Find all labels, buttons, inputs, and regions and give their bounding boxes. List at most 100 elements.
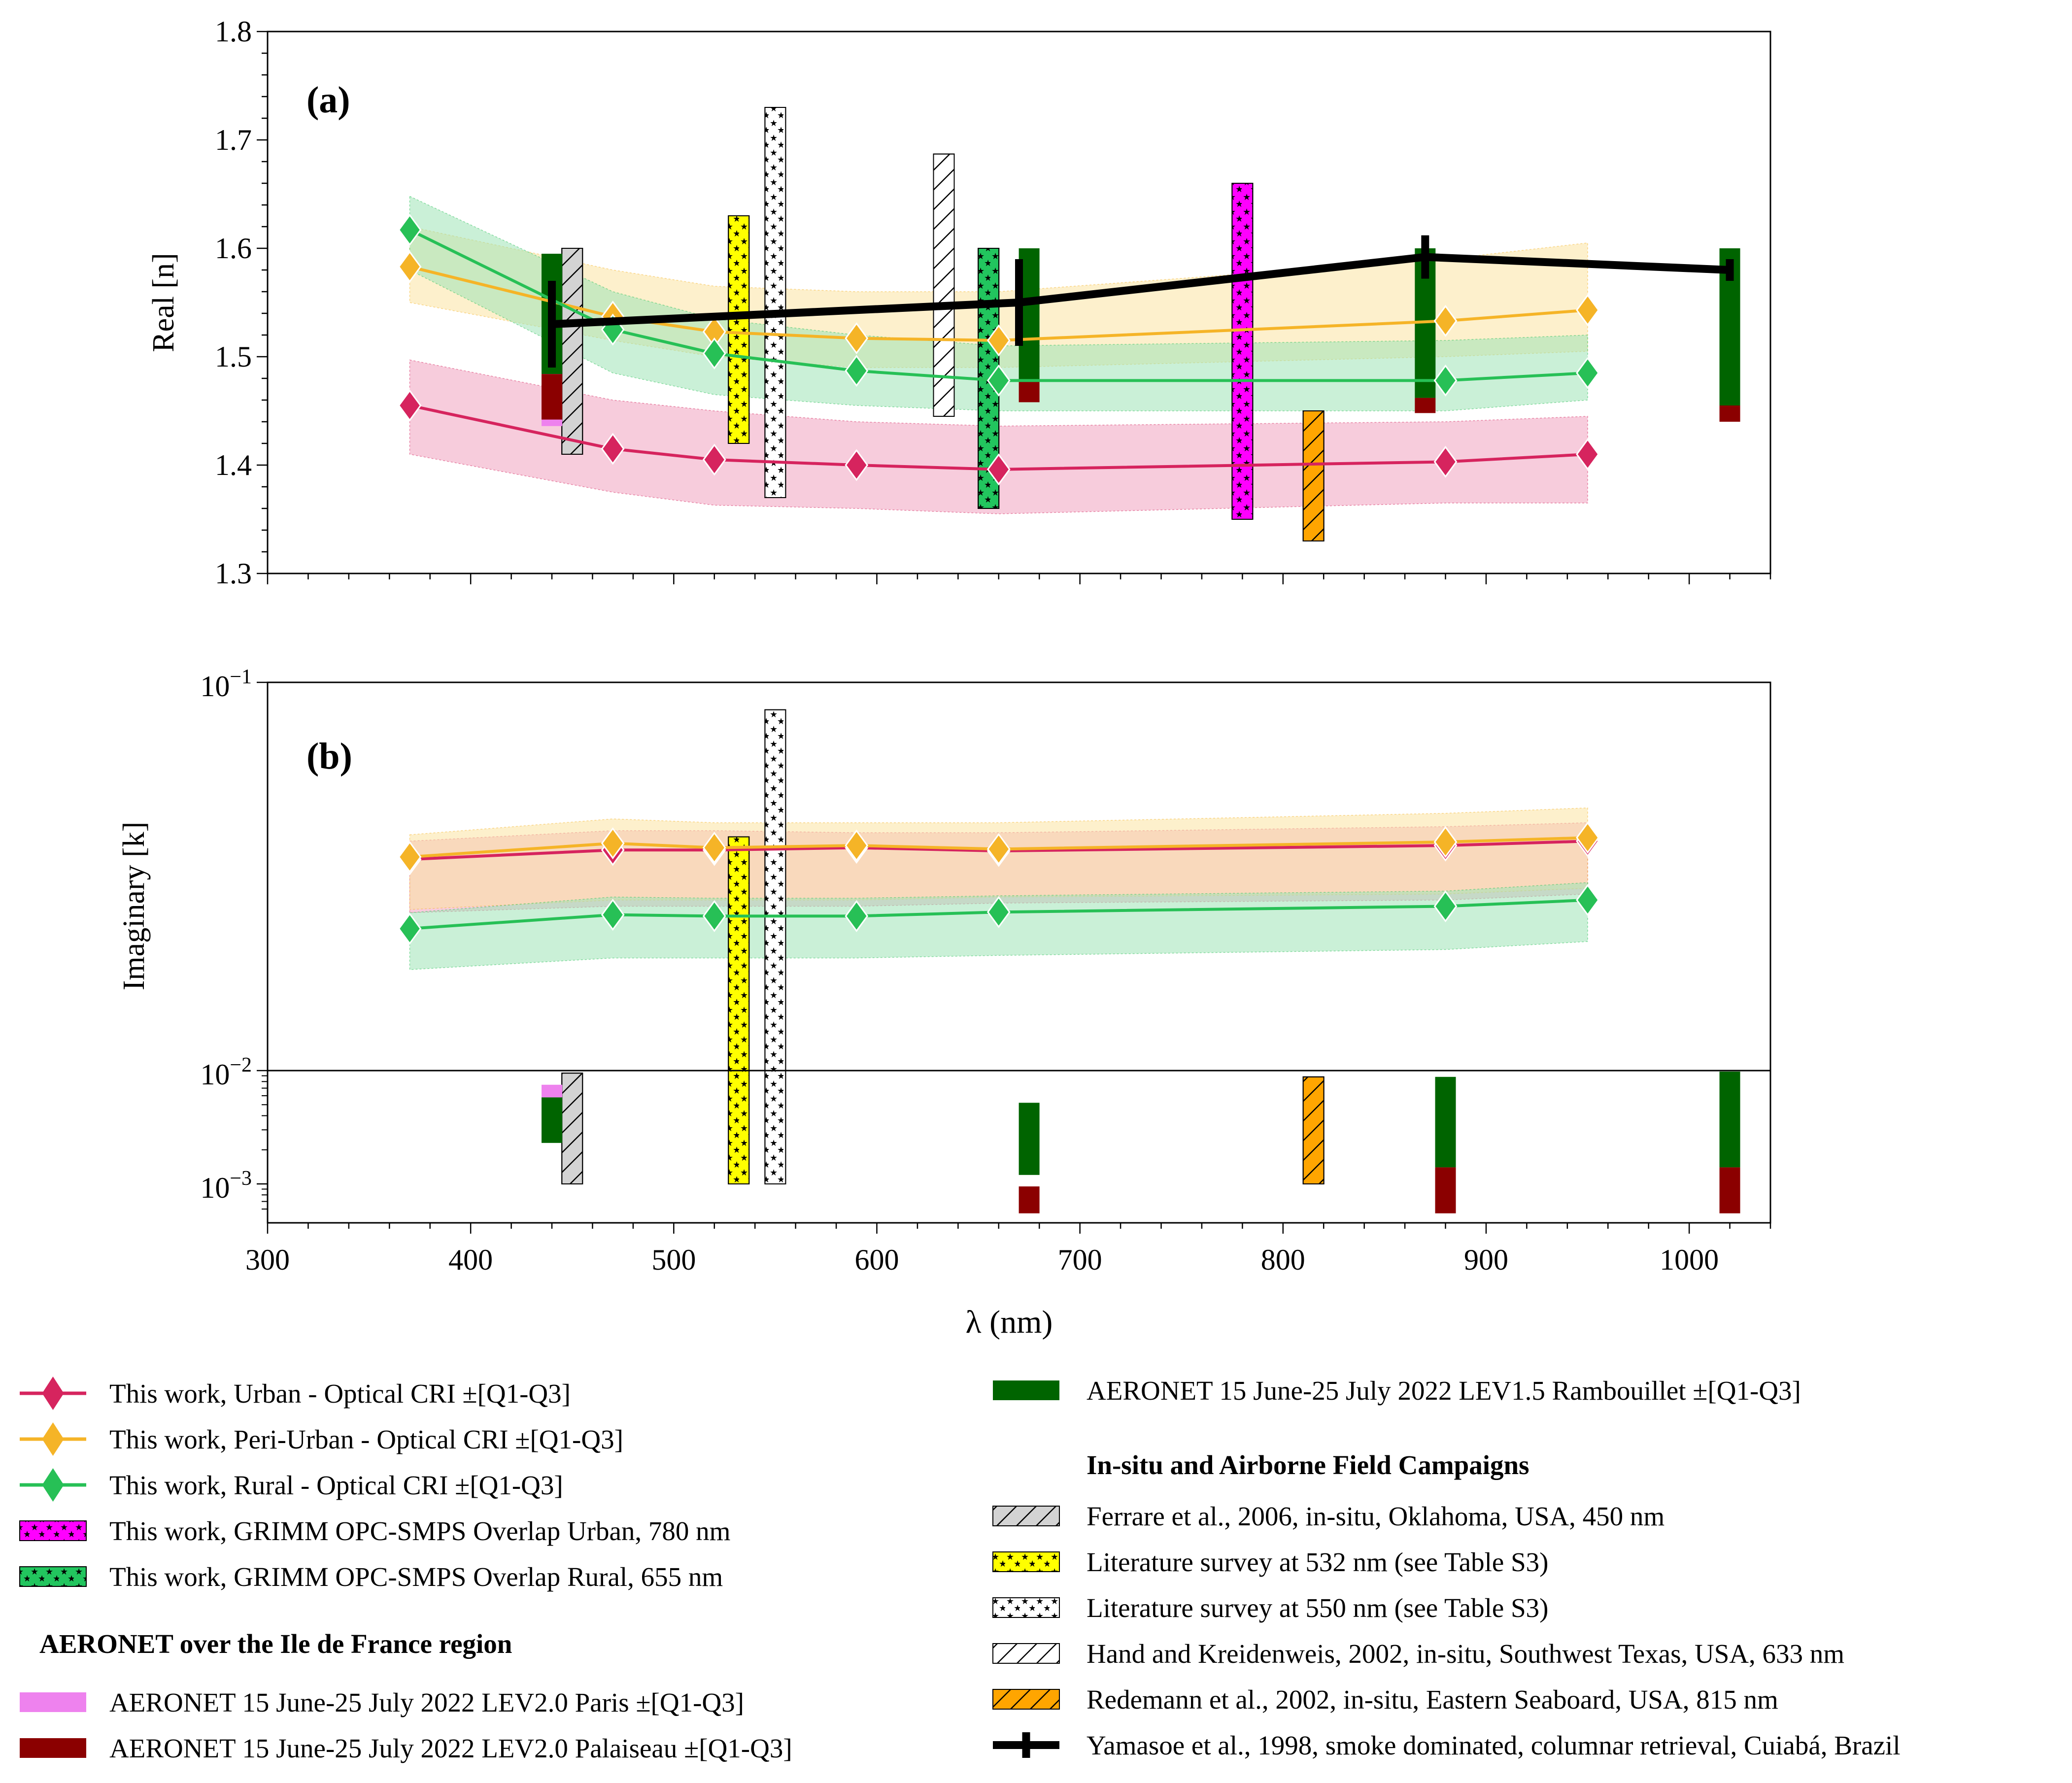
legend-item-pattern [993,1644,1059,1663]
x-axis-label: λ (nm) [966,1304,1053,1340]
legend-label: Yamasoe et al., 1998, smoke dominated, c… [1087,1730,1901,1760]
panel-label: (a) [306,79,350,121]
range-bar-450-pattern [561,248,583,455]
range-bar-815-pattern [1302,1076,1325,1185]
series-2-point [1433,364,1458,397]
series-0-point [986,453,1011,486]
series-1-point [398,250,422,283]
legend-item-pattern [993,1552,1059,1572]
series-2-point [1576,357,1599,389]
legend-label: Hand and Kreidenweis, 2002, in-situ, Sou… [1087,1639,1844,1669]
aeronet-bar-palaiseau [542,374,563,420]
aeronet-bar-palaiseau [1415,398,1436,413]
aeronet-bar-paris [542,1084,563,1098]
aeronet-bar-rambouillet [1019,1103,1040,1175]
legend-heading: In-situ and Airborne Field Campaigns [1087,1450,1529,1480]
legend-label: This work, GRIMM OPC-SMPS Overlap Rural,… [109,1562,723,1592]
legend-item-marker [42,1468,64,1502]
series-0-point [845,449,869,481]
y-tick-label: 10−1 [200,666,252,703]
y-axis-label: Imaginary [k] [117,822,151,991]
series-2-point [1576,884,1599,916]
plot-frame [267,31,1771,574]
legend-label: This work, Peri-Urban - Optical CRI ±[Q1… [109,1424,623,1454]
y-tick-label: 1.4 [215,449,252,481]
x-tick-label: 600 [854,1244,899,1276]
series-2-iqr-band [409,196,1588,411]
series-0-point [1433,445,1458,478]
legend-heading: AERONET over the Ile de France region [39,1629,512,1659]
series-1-point [1433,304,1458,337]
series-1-point [1576,821,1599,854]
legend-label: This work, Urban - Optical CRI ±[Q1-Q3] [109,1379,571,1409]
plot-frame [267,681,1771,1224]
series-2-point [845,355,869,387]
aeronet-bar-rambouillet [542,1097,563,1143]
series-1-point [398,841,422,873]
series-1-point [601,827,625,860]
y-tick-label: 1.8 [215,15,252,48]
panel-b: 10−1 10−2 10−3 300 400 500 600 700 800 900 1000 Ima… [117,666,1771,1340]
series-1-point [845,829,869,862]
legend-item-pattern [993,1506,1059,1526]
aeronet-bar-palaiseau [1719,405,1740,422]
legend-label: Literature survey at 532 nm (see Table S… [1087,1547,1548,1577]
x-tick-label: 800 [1261,1244,1305,1276]
yamasoe-line [551,253,1730,328]
series-2-point [986,364,1011,397]
legend-label: AERONET 15 June-25 July 2022 LEV2.0 Pala… [109,1733,792,1763]
range-bar-532-pattern [728,215,750,444]
series-2-point [398,214,422,246]
y-tick-label: 1.3 [215,557,252,590]
series-2-point [1433,890,1458,923]
legend-item-pattern [993,1598,1059,1617]
x-tick-label: 1000 [1660,1244,1719,1276]
y-axis-label: Real [n] [147,253,180,352]
y-tick-label: 1.5 [215,340,252,373]
legend-label: Ferrare et al., 2006, in-situ, Oklahoma,… [1087,1501,1664,1531]
legend-label: AERONET 15 June-25 July 2022 LEV1.5 Ramb… [1087,1376,1801,1406]
legend-item-marker [42,1377,64,1410]
legend-label: This work, GRIMM OPC-SMPS Overlap Urban,… [109,1516,730,1546]
series-1-point [1576,294,1599,326]
aeronet-bar-rambouillet [1719,1072,1740,1168]
panel-label: (b) [306,736,352,777]
series-0-point [398,389,422,422]
legend: This work, Urban - Optical CRI ±[Q1-Q3] T… [19,1376,1901,1763]
aeronet-bar-palaiseau [1019,381,1040,403]
y-tick-label: 10−2 [200,1054,252,1091]
range-bar-815-pattern [1302,410,1325,541]
x-tick-label: 500 [651,1244,696,1276]
legend-label: AERONET 15 June-25 July 2022 LEV2.0 Pari… [109,1687,744,1717]
range-bar-633-pattern [933,153,955,417]
x-tick-label: 900 [1464,1244,1508,1276]
range-bar-780-pattern [1231,183,1254,520]
series-1-point [1433,826,1458,858]
y-tick-label: 1.6 [215,232,252,265]
legend-item-swatch [993,1380,1059,1400]
aeronet-bar-palaiseau [1019,1186,1040,1213]
series-1-point [986,324,1011,357]
series-2-point [845,900,869,932]
legend-item-marker [42,1422,64,1456]
y-tick-label: 10−3 [200,1167,252,1204]
series-2-point [601,899,625,931]
series-2-point [986,896,1011,928]
legend-label: Literature survey at 550 nm (see Table S… [1087,1593,1548,1623]
x-tick-label: 300 [245,1244,290,1276]
aeronet-bar-palaiseau [1719,1167,1740,1213]
legend-item-pattern [993,1689,1059,1709]
range-bar-532-pattern [728,836,750,1185]
range-bar-550-pattern [764,107,786,498]
x-tick-label: 700 [1058,1244,1102,1276]
legend-item-pattern [20,1567,86,1586]
series-1-point [702,832,726,864]
aeronet-bar-rambouillet [1435,1077,1456,1168]
x-tick-label: 400 [448,1244,493,1276]
legend-label: Redemann et al., 2002, in-situ, Eastern … [1087,1684,1778,1715]
range-bar-450-pattern [561,1073,583,1184]
aeronet-bar-palaiseau [1435,1167,1456,1213]
series-0-point [601,433,625,465]
series-1-point [845,322,869,355]
